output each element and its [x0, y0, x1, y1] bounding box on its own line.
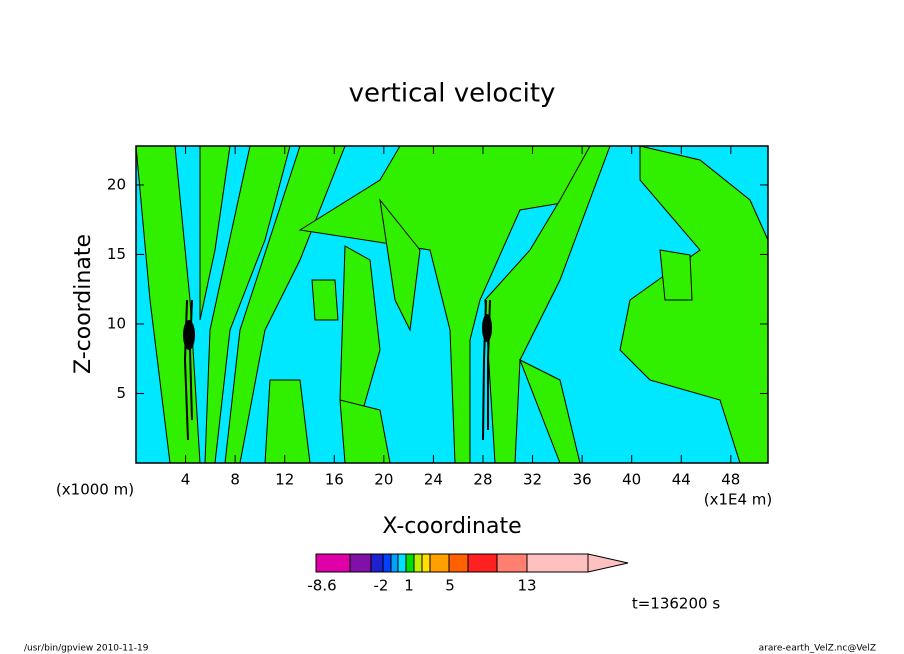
colorbar-tick-label: 1 [404, 577, 414, 595]
x-tick-label: 36 [573, 471, 592, 489]
colorbar-box [370, 553, 384, 573]
x-tick-label: 8 [230, 471, 240, 489]
colorbar-box [496, 553, 528, 573]
colorbar-tick-label: 5 [445, 577, 455, 595]
x-tick-label: 24 [424, 471, 443, 489]
colorbar-box [390, 553, 399, 573]
colorbar-tick-label: 13 [517, 577, 536, 595]
contour-field [135, 145, 769, 464]
colorbar-box [397, 553, 407, 573]
x-unit: (x1E4 m) [704, 491, 773, 509]
footer-right: arare-earth_VelZ.nc@VelZ [759, 644, 876, 654]
colorbar-tick-label: -2 [374, 577, 389, 595]
colorbar-tick-label: -8.6 [307, 577, 336, 595]
dense-core [183, 320, 195, 350]
y-tick-label: 5 [116, 384, 126, 402]
y-tick-label: 15 [107, 245, 126, 263]
x-tick-label: 20 [374, 471, 393, 489]
x-tick-label: 48 [721, 471, 740, 489]
colorbar-box [526, 553, 589, 573]
colorbar-box [421, 553, 431, 573]
plot-frame [135, 145, 769, 464]
colorbar-box [413, 553, 423, 573]
contour-regions [135, 145, 769, 464]
x-tick-label: 16 [325, 471, 344, 489]
colorbar-box [382, 553, 392, 573]
y-unit: (x1000 m) [56, 481, 134, 499]
colorbar-box [448, 553, 469, 573]
x-tick-label: 4 [181, 471, 191, 489]
colorbar-box [349, 553, 372, 573]
dense-core [482, 314, 492, 342]
x-tick-label: 32 [523, 471, 542, 489]
x-axis-label: X-coordinate [382, 514, 521, 539]
footer-left: /usr/bin/gpview 2010-11-19 [24, 644, 149, 654]
y-axis-label: Z-coordinate [71, 234, 96, 374]
x-tick-label: 44 [672, 471, 691, 489]
x-tick-label: 12 [275, 471, 294, 489]
colorbar-box [429, 553, 450, 573]
colorbar-extension [587, 553, 629, 573]
chart-title: vertical velocity [349, 79, 556, 109]
x-tick-label: 40 [622, 471, 641, 489]
colorbar-box [467, 553, 498, 573]
y-tick-label: 10 [107, 314, 126, 332]
x-tick-label: 28 [473, 471, 492, 489]
y-tick-label: 20 [107, 175, 126, 193]
colorbar-box [315, 553, 351, 573]
time-annotation: t=136200 s [632, 595, 720, 613]
colorbar-box [405, 553, 415, 573]
